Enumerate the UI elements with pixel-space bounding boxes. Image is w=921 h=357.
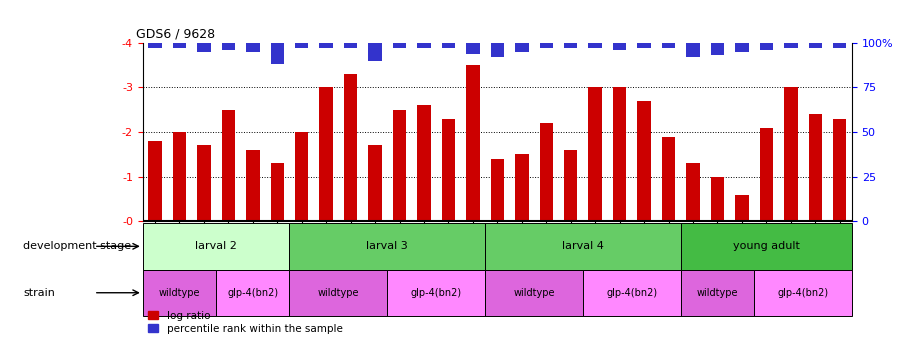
Bar bbox=[540, 43, 553, 48]
Bar bbox=[466, 43, 480, 54]
Bar bbox=[246, 43, 260, 52]
Bar bbox=[197, 43, 211, 52]
Bar bbox=[540, 123, 553, 221]
Bar bbox=[442, 119, 455, 221]
Bar bbox=[485, 223, 681, 270]
Text: glp-4(bn2): glp-4(bn2) bbox=[411, 288, 461, 298]
Bar bbox=[417, 105, 431, 221]
Bar bbox=[271, 163, 284, 221]
Bar bbox=[612, 43, 626, 50]
Text: GDS6 / 9628: GDS6 / 9628 bbox=[135, 27, 215, 40]
Bar bbox=[289, 223, 485, 270]
Bar bbox=[197, 146, 211, 221]
Bar bbox=[681, 223, 852, 270]
Text: wildtype: wildtype bbox=[696, 288, 738, 298]
Bar bbox=[637, 101, 651, 221]
Bar bbox=[392, 43, 406, 48]
Bar bbox=[760, 128, 773, 221]
Bar bbox=[368, 146, 382, 221]
Bar bbox=[784, 43, 798, 48]
Bar bbox=[295, 43, 309, 48]
Bar bbox=[564, 150, 577, 221]
Legend: log ratio, percentile rank within the sample: log ratio, percentile rank within the sa… bbox=[148, 311, 343, 334]
Bar bbox=[143, 270, 216, 316]
Text: strain: strain bbox=[23, 288, 55, 298]
Bar bbox=[809, 43, 822, 48]
Text: wildtype: wildtype bbox=[158, 288, 200, 298]
Bar bbox=[216, 270, 289, 316]
Bar bbox=[833, 119, 846, 221]
Bar bbox=[491, 43, 504, 57]
Bar bbox=[583, 270, 681, 316]
Bar bbox=[173, 43, 186, 48]
Text: larval 3: larval 3 bbox=[367, 241, 408, 251]
Bar bbox=[491, 159, 504, 221]
Bar bbox=[320, 87, 332, 221]
Bar bbox=[612, 87, 626, 221]
Text: glp-4(bn2): glp-4(bn2) bbox=[777, 288, 829, 298]
Text: larval 2: larval 2 bbox=[195, 241, 237, 251]
Bar bbox=[320, 43, 332, 48]
Bar bbox=[344, 74, 357, 221]
Bar bbox=[686, 163, 700, 221]
Bar bbox=[711, 177, 724, 221]
Bar bbox=[344, 43, 357, 48]
Bar bbox=[662, 43, 675, 48]
Bar bbox=[589, 87, 602, 221]
Bar bbox=[466, 65, 480, 221]
Bar bbox=[222, 110, 235, 221]
Bar bbox=[388, 270, 485, 316]
Bar bbox=[589, 43, 602, 48]
Bar bbox=[833, 43, 846, 48]
Bar bbox=[754, 270, 852, 316]
Bar bbox=[662, 137, 675, 221]
Bar bbox=[637, 43, 651, 48]
Bar bbox=[417, 43, 431, 48]
Bar bbox=[515, 43, 529, 52]
Bar bbox=[148, 43, 162, 48]
Bar bbox=[515, 154, 529, 221]
Text: glp-4(bn2): glp-4(bn2) bbox=[606, 288, 658, 298]
Bar bbox=[784, 87, 798, 221]
Bar bbox=[148, 141, 162, 221]
Bar bbox=[442, 43, 455, 48]
Text: larval 4: larval 4 bbox=[562, 241, 604, 251]
Bar bbox=[760, 43, 773, 50]
Text: wildtype: wildtype bbox=[513, 288, 554, 298]
Bar bbox=[564, 43, 577, 48]
Bar bbox=[222, 43, 235, 50]
Bar bbox=[809, 114, 822, 221]
Bar bbox=[686, 43, 700, 57]
Bar bbox=[368, 43, 382, 61]
Bar bbox=[271, 43, 284, 64]
Bar bbox=[681, 270, 754, 316]
Text: development stage: development stage bbox=[23, 241, 131, 251]
Text: glp-4(bn2): glp-4(bn2) bbox=[227, 288, 278, 298]
Text: young adult: young adult bbox=[733, 241, 799, 251]
Bar bbox=[246, 150, 260, 221]
Bar bbox=[735, 195, 749, 221]
Bar bbox=[289, 270, 388, 316]
Bar bbox=[295, 132, 309, 221]
Text: wildtype: wildtype bbox=[318, 288, 359, 298]
Bar bbox=[735, 43, 749, 52]
Bar bbox=[485, 270, 583, 316]
Bar bbox=[143, 223, 289, 270]
Bar bbox=[173, 132, 186, 221]
Bar bbox=[711, 43, 724, 55]
Bar bbox=[392, 110, 406, 221]
